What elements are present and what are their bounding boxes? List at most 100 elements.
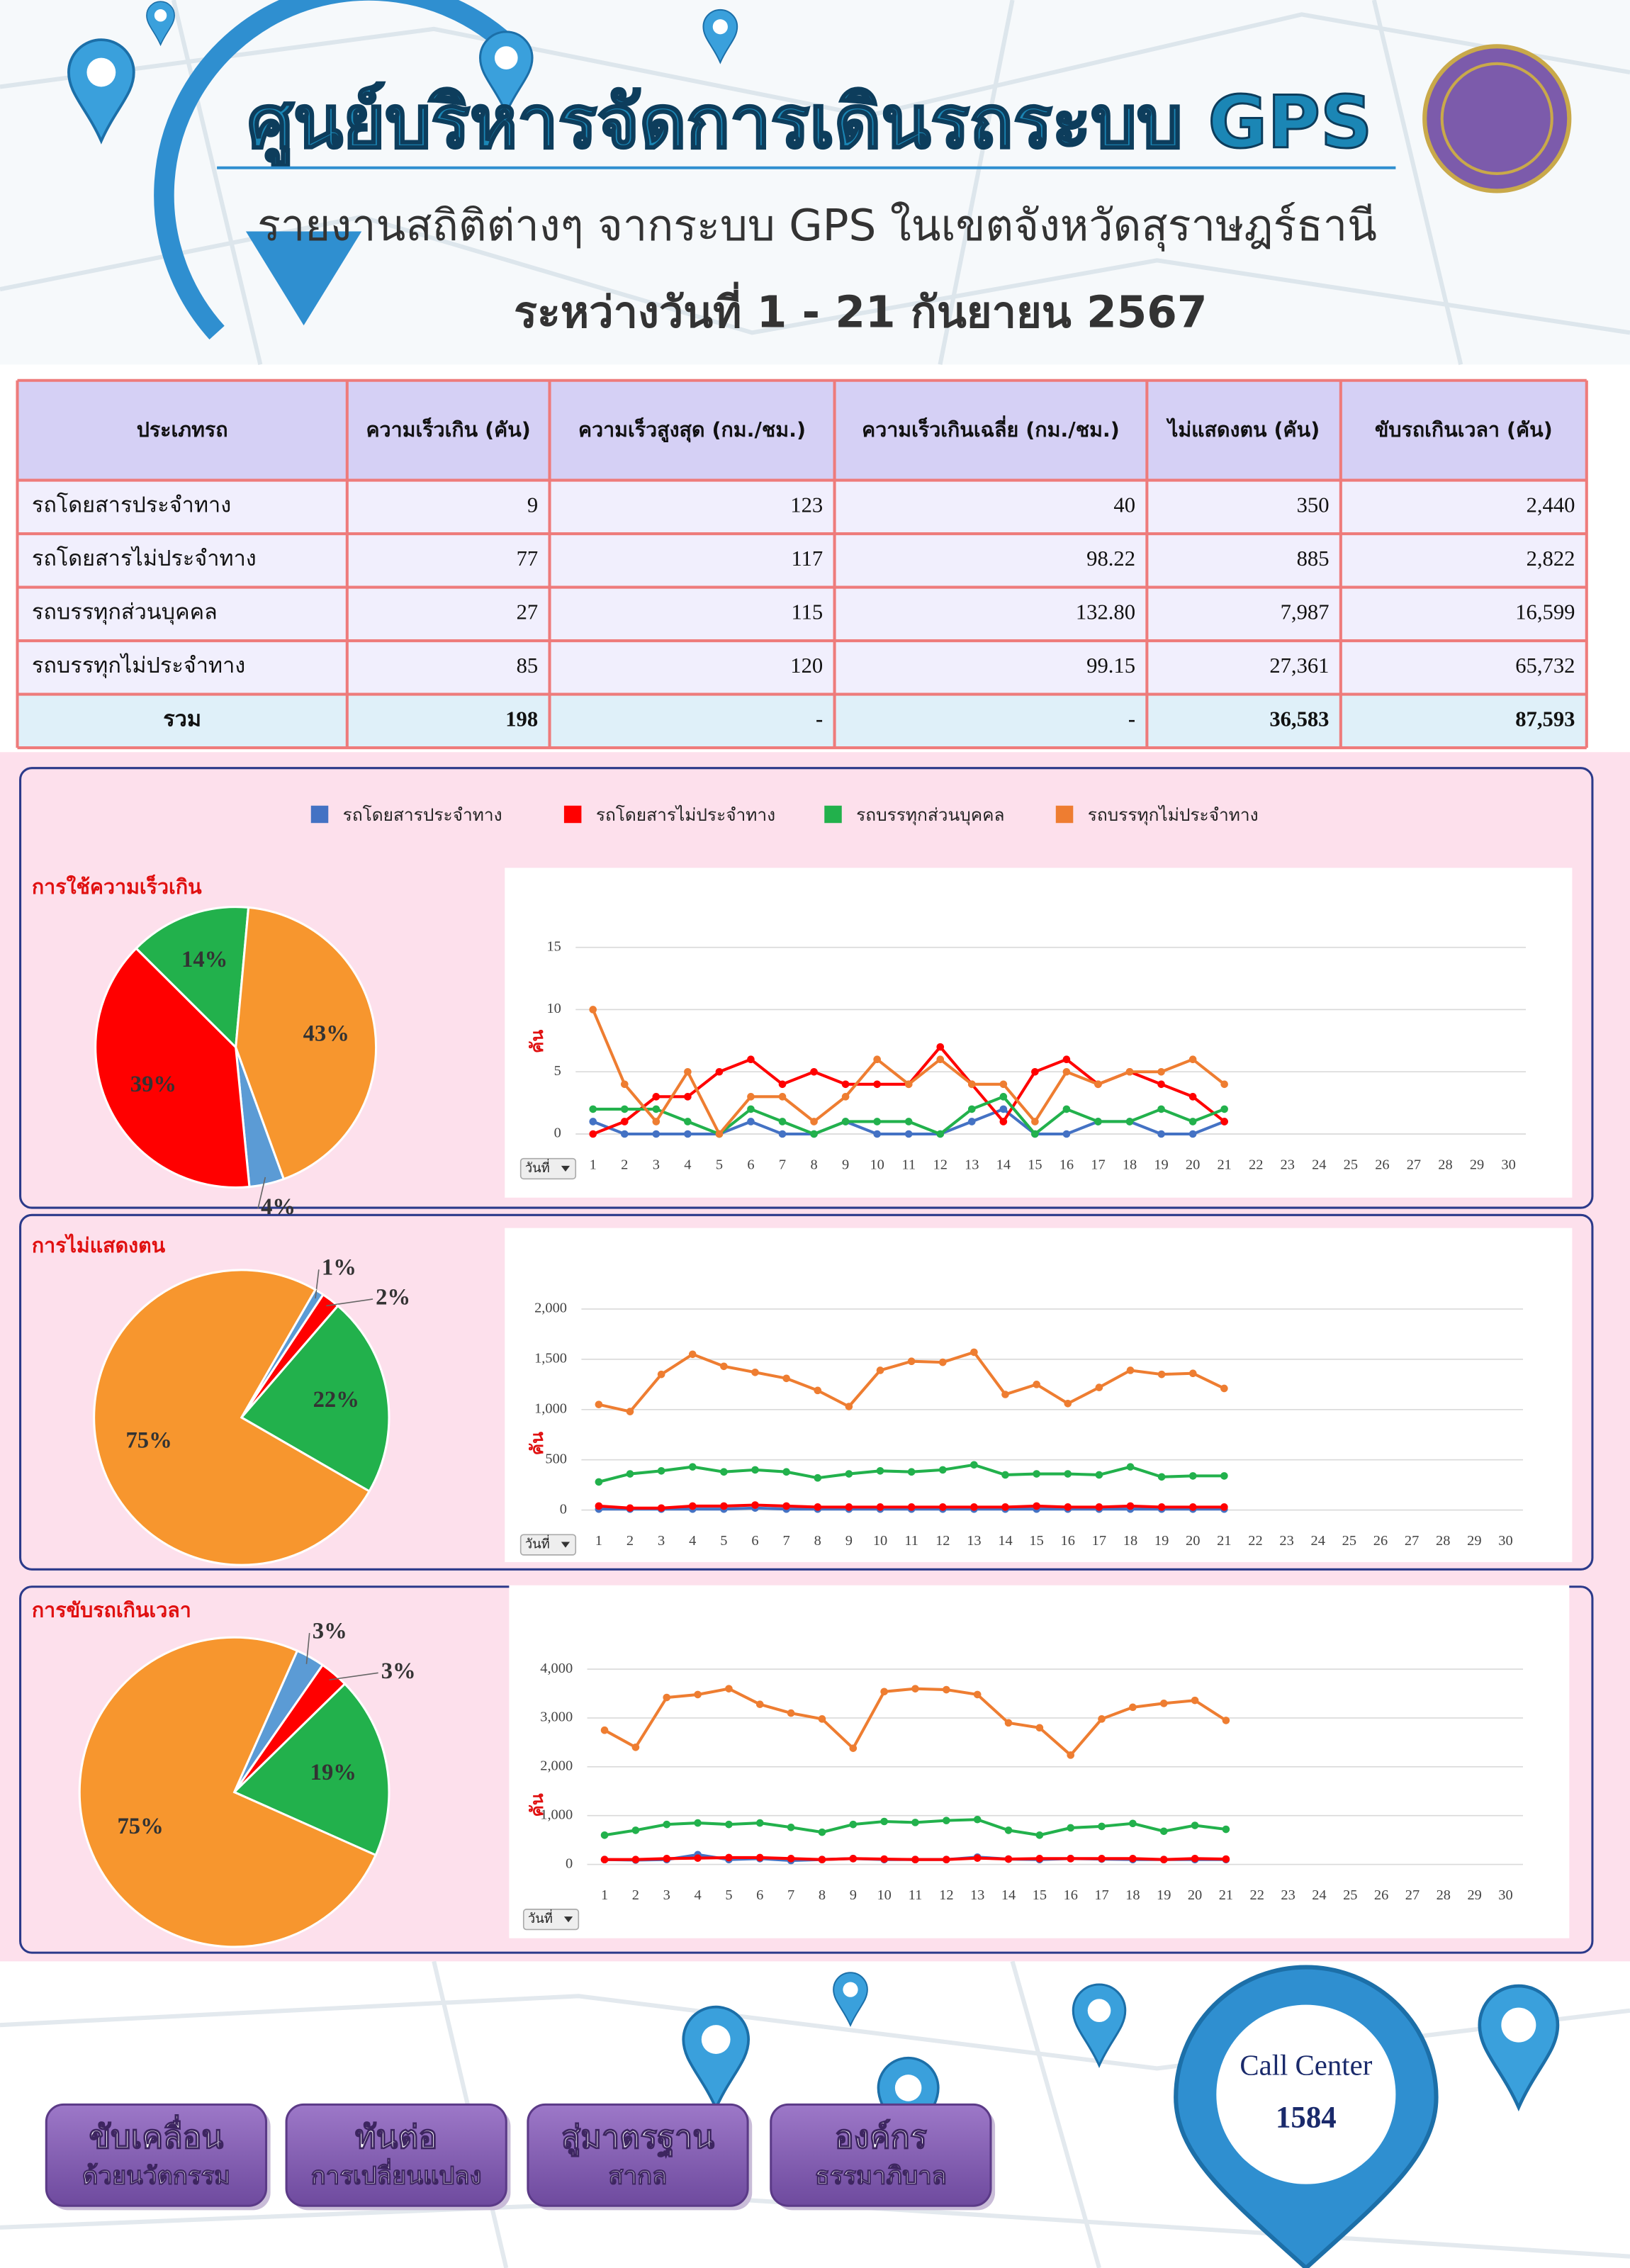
series-point bbox=[589, 1006, 597, 1014]
filter-arrow bbox=[563, 1916, 573, 1923]
series-point bbox=[663, 1855, 671, 1863]
y-tick-label: 0 bbox=[560, 1501, 567, 1517]
x-tick-label: 8 bbox=[810, 1157, 817, 1173]
series-point bbox=[999, 1105, 1008, 1113]
x-tick-label: 16 bbox=[1060, 1157, 1074, 1173]
table-cell: 85 bbox=[517, 653, 539, 678]
x-tick-label: 7 bbox=[783, 1533, 790, 1549]
series-point bbox=[747, 1105, 755, 1113]
x-tick-label: 20 bbox=[1186, 1533, 1200, 1549]
series-point bbox=[849, 1820, 858, 1829]
series-point bbox=[873, 1130, 881, 1138]
x-tick-label: 5 bbox=[716, 1157, 723, 1173]
x-tick-label: 15 bbox=[1029, 1533, 1043, 1549]
series-point bbox=[810, 1118, 818, 1125]
filter-label: วันที่ bbox=[525, 1159, 550, 1176]
pin bbox=[1072, 1983, 1127, 2067]
pie-label: 75% bbox=[117, 1814, 163, 1839]
button-line: ด้วยนวัตกรรม bbox=[82, 2162, 230, 2190]
series-point bbox=[814, 1473, 822, 1482]
table-row-bg bbox=[17, 534, 1587, 588]
map-streets bbox=[0, 0, 1630, 365]
legend-swatch bbox=[563, 805, 582, 824]
series-point bbox=[876, 1503, 884, 1511]
series-point bbox=[1033, 1470, 1040, 1478]
button-line: องค์กร bbox=[835, 2118, 927, 2155]
series-point bbox=[845, 1470, 853, 1478]
x-tick-label: 17 bbox=[1091, 1157, 1105, 1173]
x-tick-label: 18 bbox=[1123, 1157, 1137, 1173]
x-tick-label: 28 bbox=[1438, 1157, 1452, 1173]
series-point bbox=[1222, 1855, 1230, 1863]
series-point bbox=[911, 1856, 919, 1864]
series-point bbox=[1188, 1093, 1197, 1101]
x-tick-label: 26 bbox=[1373, 1533, 1388, 1549]
series-point bbox=[595, 1502, 603, 1510]
x-tick-label: 3 bbox=[653, 1157, 660, 1173]
x-tick-label: 4 bbox=[689, 1533, 696, 1549]
series-point bbox=[880, 1855, 888, 1863]
series-point bbox=[1188, 1472, 1197, 1480]
x-tick-label: 11 bbox=[909, 1887, 923, 1903]
table-cell: 98.22 bbox=[1086, 546, 1135, 571]
x-tick-label: 29 bbox=[1467, 1533, 1481, 1549]
x-tick-label: 10 bbox=[870, 1157, 884, 1173]
series-point bbox=[787, 1823, 795, 1831]
table-cell: 77 bbox=[517, 546, 539, 571]
series-point bbox=[814, 1386, 822, 1395]
series-point bbox=[782, 1468, 790, 1476]
series-point bbox=[1220, 1384, 1228, 1393]
series-point bbox=[688, 1350, 697, 1359]
series-point bbox=[1188, 1055, 1197, 1064]
pie-slice bbox=[235, 906, 378, 1181]
filter-dropdown[interactable] bbox=[522, 1909, 580, 1931]
series-point bbox=[688, 1463, 697, 1471]
series-point bbox=[1033, 1381, 1040, 1388]
filter-label: วันที่ bbox=[525, 1535, 550, 1552]
series-point bbox=[1098, 1715, 1106, 1723]
x-tick-label: 4 bbox=[694, 1887, 701, 1903]
series-point bbox=[626, 1408, 634, 1415]
series-point bbox=[1129, 1855, 1137, 1863]
series-point bbox=[967, 1080, 976, 1089]
series-point bbox=[880, 1688, 888, 1696]
series-point bbox=[1062, 1055, 1071, 1064]
series-point bbox=[589, 1130, 597, 1138]
x-tick-label: 10 bbox=[877, 1887, 891, 1903]
x-tick-label: 27 bbox=[1405, 1533, 1419, 1549]
series-point bbox=[1188, 1503, 1197, 1511]
legend-swatch bbox=[824, 805, 842, 824]
series-point bbox=[751, 1466, 759, 1474]
x-tick-label: 21 bbox=[1219, 1887, 1233, 1903]
table-cell: 115 bbox=[791, 600, 823, 624]
pin bbox=[833, 1972, 868, 2026]
series-point bbox=[1191, 1821, 1199, 1829]
filter-dropdown[interactable] bbox=[519, 1157, 577, 1180]
x-tick-label: 4 bbox=[684, 1157, 691, 1173]
series-point bbox=[1067, 1855, 1075, 1863]
x-tick-label: 13 bbox=[967, 1533, 981, 1549]
filter-dropdown[interactable] bbox=[519, 1534, 577, 1556]
series-point bbox=[747, 1055, 755, 1064]
series-point bbox=[720, 1362, 728, 1371]
panel-frame bbox=[19, 767, 1594, 1209]
x-tick-label: 14 bbox=[1001, 1887, 1016, 1903]
table-header: ประเภทรถ bbox=[137, 417, 228, 442]
series-point bbox=[631, 1744, 640, 1751]
table-cell: 16,599 bbox=[1515, 600, 1575, 624]
series-point bbox=[970, 1461, 978, 1469]
x-tick-label: 14 bbox=[998, 1533, 1012, 1549]
series-point bbox=[1064, 1470, 1072, 1478]
y-tick-label: 4,000 bbox=[540, 1661, 573, 1676]
series-point bbox=[1157, 1105, 1165, 1113]
pie-label: 22% bbox=[313, 1387, 359, 1413]
x-tick-label: 22 bbox=[1250, 1887, 1264, 1903]
series-point bbox=[751, 1368, 759, 1376]
pie-slice bbox=[78, 1636, 378, 1948]
emblem-ring bbox=[1440, 62, 1553, 175]
series-point bbox=[684, 1093, 692, 1101]
series-point bbox=[818, 1715, 826, 1723]
series-point bbox=[1035, 1831, 1044, 1839]
series-point bbox=[938, 1466, 947, 1474]
series-point bbox=[810, 1067, 818, 1076]
